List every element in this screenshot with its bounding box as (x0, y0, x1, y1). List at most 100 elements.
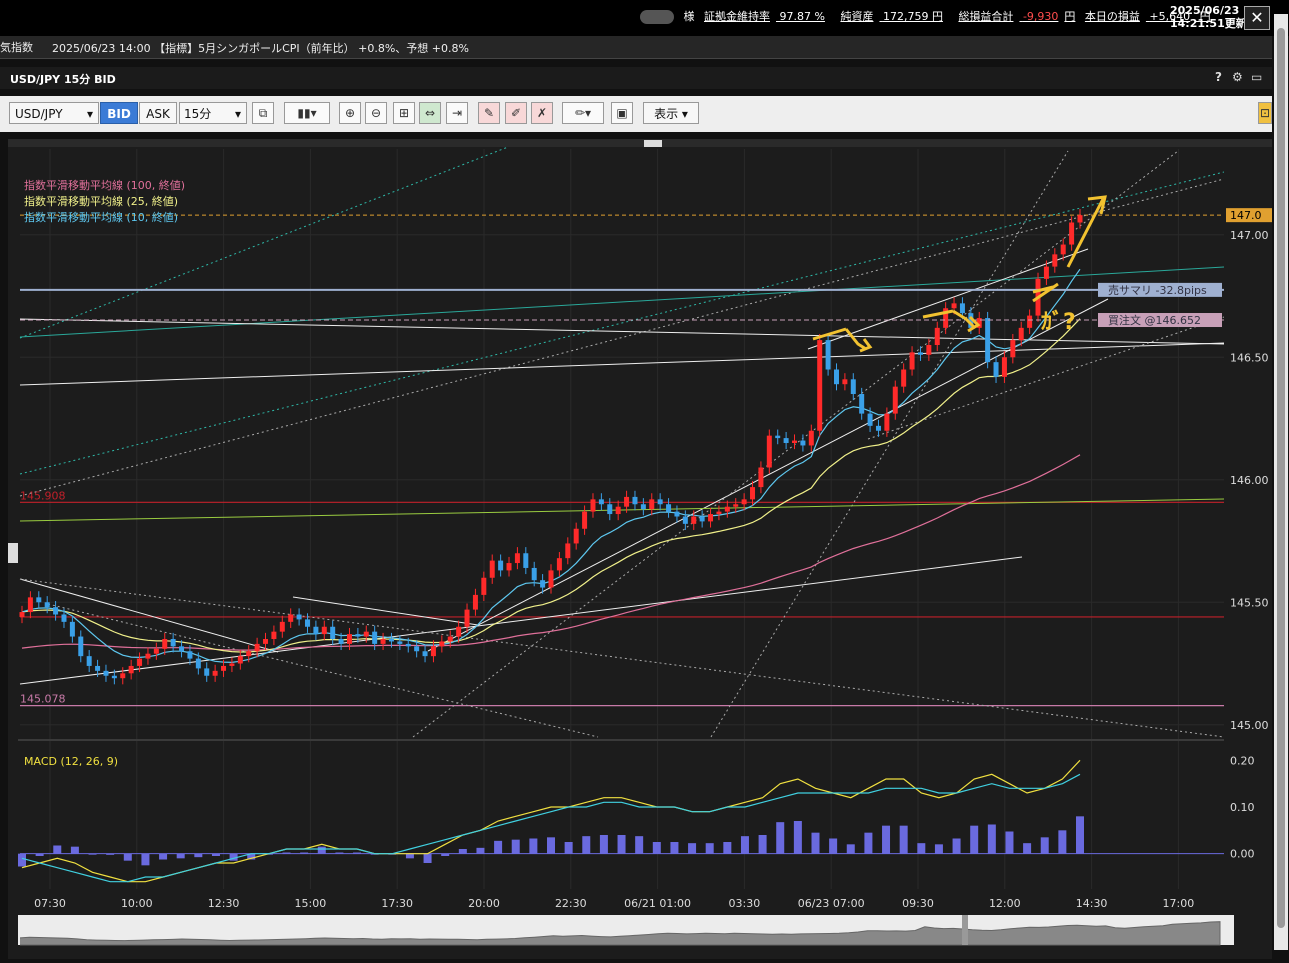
y-tick-label: 146.00 (1230, 474, 1269, 487)
candle-body (53, 607, 59, 615)
chevron-down-icon: ▾ (86, 107, 93, 121)
jump-latest-icon[interactable]: ⇥ (446, 102, 468, 124)
draw-tool-icon[interactable]: ✏▾ (562, 102, 604, 124)
candle-body (951, 303, 957, 309)
chart-svg[interactable]: 145.908 145.078 売サマリ -32.8pips 買注文 @146.65… (8, 139, 1272, 959)
account-summary: 様 証拠金維持率 97.87 % 純資産 172,759 円 総損益合計 -9,… (640, 8, 1217, 24)
scroll-fit-icon[interactable]: ⇔ (419, 102, 441, 124)
news-ticker: 気指数 2025/06/23 14:00 【指標】5月シンガポールCPI（前年比… (0, 36, 1272, 59)
candle-body (741, 499, 747, 505)
chart-type-icon[interactable]: ▮▮▾ (284, 102, 330, 124)
candle-body (968, 313, 974, 328)
screenshot-icon[interactable]: ▣ (611, 102, 633, 124)
candle-body (464, 609, 470, 627)
left-scroll-arrow[interactable] (8, 543, 18, 563)
scroll-thumb[interactable] (1277, 28, 1285, 928)
timeframe-value: 15分 (184, 107, 212, 121)
collapse-toggle[interactable] (644, 140, 662, 147)
chart-area[interactable]: 145.908 145.078 売サマリ -32.8pips 買注文 @146.65… (8, 139, 1272, 959)
change-order-icon[interactable]: ✐ (505, 102, 527, 124)
macd-histogram-bar (970, 825, 979, 854)
candle-body (993, 362, 999, 377)
candle-body (472, 594, 478, 610)
account-name-redacted (640, 10, 674, 24)
bid-toggle[interactable]: BID (100, 102, 138, 124)
candle-body (523, 553, 529, 568)
symbol-select[interactable]: USD/JPY ▾ (9, 102, 99, 124)
window-scrollbar[interactable] (1274, 14, 1288, 950)
zoom-out-icon[interactable]: ⊖ (365, 102, 387, 124)
candle-body (1027, 315, 1033, 328)
chart-top-strip (8, 139, 1272, 147)
legend-entry: 指数平滑移動平均線 (10, 終値) (24, 210, 178, 224)
y-axis: 147.00 146.50 146.00 145.50 145.00 147.0 (1224, 149, 1272, 737)
news-tab[interactable]: 気指数 (0, 41, 33, 54)
chevron-down-icon: ▾ (234, 107, 241, 121)
macd-histogram-bar (476, 847, 485, 854)
cancel-order-icon[interactable]: ✗ (531, 102, 553, 124)
candle-body (296, 614, 302, 620)
candle-body (103, 670, 109, 676)
candle-body (1001, 357, 1007, 377)
order-lines: 売サマリ -32.8pips 買注文 @146.652 (20, 282, 1224, 328)
macd-histogram-bar (1040, 837, 1049, 854)
account-suffix: 様 (683, 10, 695, 23)
macd-histogram-bar (617, 835, 626, 854)
side-panel-icon[interactable]: ⊡ (1258, 102, 1272, 124)
candle-body (388, 639, 394, 642)
gear-icon[interactable]: ⚙ (1232, 70, 1243, 84)
x-tick-label: 03:30 (729, 897, 761, 910)
macd-histogram-bar (793, 821, 802, 854)
candle-body (724, 506, 730, 512)
macd-histogram-bar (282, 852, 291, 854)
macd-histogram-bar (705, 843, 714, 854)
restore-icon[interactable]: ▭ (1251, 70, 1263, 84)
candle-body (901, 369, 907, 387)
candle-body (1018, 327, 1024, 341)
macd-tick-label: 0.20 (1230, 754, 1255, 767)
macd-histogram-bar (899, 825, 908, 854)
navigator-handle[interactable] (962, 915, 968, 945)
x-tick-label: 07:30 (34, 897, 66, 910)
candle-body (750, 487, 756, 500)
candle-body (850, 379, 856, 394)
candle-body (1069, 222, 1075, 245)
zoom-in-icon[interactable]: ⊕ (339, 102, 361, 124)
x-tick-label: 14:30 (1076, 897, 1108, 910)
candle-body (875, 425, 881, 431)
timeframe-select[interactable]: 15分 ▾ (179, 102, 247, 124)
close-icon[interactable]: ✕ (1244, 6, 1270, 30)
candle-body (590, 499, 596, 512)
fit-icon[interactable]: ⊞ (393, 102, 415, 124)
update-time: 14:21:51更新 (1170, 17, 1247, 30)
help-icon[interactable]: ? (1215, 70, 1222, 84)
macd-histogram-bar (987, 824, 996, 854)
ask-toggle[interactable]: ASK (139, 102, 177, 124)
new-order-icon[interactable]: ✎ (478, 102, 500, 124)
pane-divider[interactable] (18, 739, 1224, 741)
order-tag (1098, 282, 1222, 297)
candle-body (934, 327, 940, 345)
macd-histogram-bar (494, 840, 503, 854)
candle-body (380, 639, 386, 644)
net-assets-value: 172,759 円 (882, 10, 943, 23)
macd-axis-background (1224, 751, 1272, 891)
macd-histogram-bar (811, 832, 820, 854)
candle-body (716, 511, 722, 515)
candle-body (985, 318, 991, 363)
y-tick-label: 147.00 (1230, 229, 1269, 242)
macd-histogram-bar (740, 836, 749, 854)
x-tick-label: 20:00 (468, 897, 500, 910)
macd-histogram-bar (317, 846, 326, 854)
display-menu[interactable]: 表示 ▾ (643, 102, 699, 124)
candle-body (1010, 340, 1016, 358)
candle-body (27, 597, 33, 613)
chart-window-title: USD/JPY 15分 BID (10, 73, 116, 86)
candle-body (708, 514, 714, 522)
macd-histogram-bar (88, 853, 97, 855)
candle-body (321, 626, 327, 635)
candle-body (783, 438, 789, 443)
compare-icon[interactable]: ⧉ (252, 102, 274, 124)
pl-total-unit: 円 (1064, 10, 1076, 23)
news-headline[interactable]: 2025/06/23 14:00 【指標】5月シンガポールCPI（前年比） +0… (52, 42, 469, 55)
